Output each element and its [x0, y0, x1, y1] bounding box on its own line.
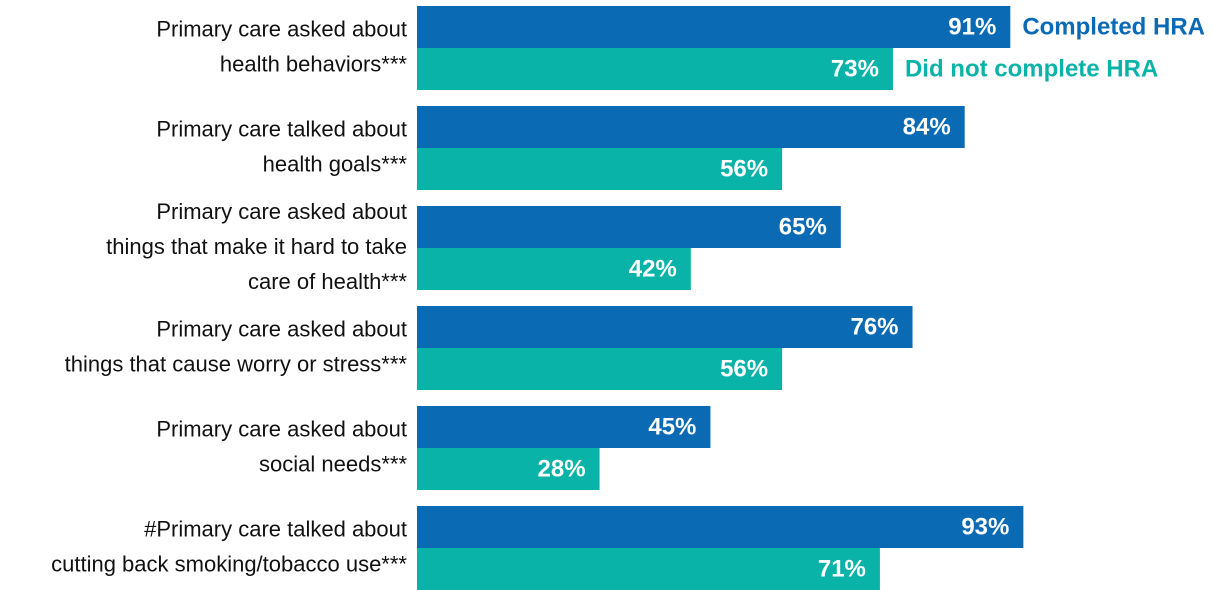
value-label: 71% — [818, 555, 866, 582]
value-label: 91% — [948, 13, 996, 40]
category-label: Primary care asked about — [156, 16, 407, 41]
bar — [417, 448, 600, 490]
value-label: 56% — [720, 355, 768, 382]
value-label: 76% — [850, 313, 898, 340]
value-label: 84% — [903, 113, 951, 140]
bar — [417, 548, 880, 590]
legend-label: Did not complete HRA — [905, 55, 1158, 82]
category-label: cutting back smoking/tobacco use*** — [51, 551, 407, 576]
category-label: things that cause worry or stress*** — [65, 351, 408, 376]
category-label: Primary care asked about — [156, 316, 407, 341]
bar — [417, 48, 893, 90]
bar — [417, 506, 1024, 548]
legend-label: Completed HRA — [1022, 13, 1205, 40]
value-label: 45% — [648, 413, 696, 440]
category-label: health goals*** — [263, 151, 408, 176]
category-label: care of health*** — [248, 269, 407, 294]
bar — [417, 248, 691, 290]
bar — [417, 106, 965, 148]
category-label: Primary care talked about — [156, 116, 407, 141]
value-label: 93% — [961, 513, 1009, 540]
category-label: social needs*** — [259, 451, 407, 476]
value-label: 56% — [720, 155, 768, 182]
value-label: 65% — [779, 213, 827, 240]
value-label: 42% — [629, 255, 677, 282]
category-label: things that make it hard to take — [106, 234, 407, 259]
bar — [417, 148, 783, 190]
category-label: health behaviors*** — [220, 51, 408, 76]
bar — [417, 348, 783, 390]
bar — [417, 406, 711, 448]
bar — [417, 6, 1011, 48]
category-label: Primary care asked about — [156, 416, 407, 441]
bar — [417, 306, 913, 348]
category-label: #Primary care talked about — [144, 516, 407, 541]
category-label: Primary care asked about — [156, 199, 407, 224]
bar — [417, 206, 841, 248]
value-label: 73% — [831, 55, 879, 82]
value-label: 28% — [538, 455, 586, 482]
